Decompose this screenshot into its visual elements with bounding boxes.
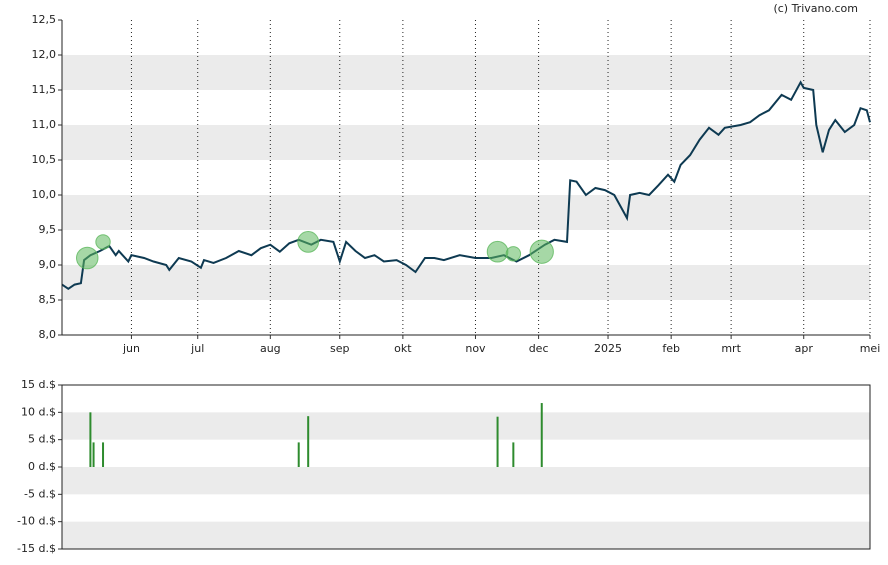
x-tick-label: nov [465,342,486,355]
x-tick-label: apr [795,342,814,355]
y-tick-label: 8,5 [39,293,57,306]
dividend-bubble [505,246,522,262]
grid-band [62,467,870,495]
grid-band [62,125,870,160]
y-tick-label: 5 d.$ [28,433,56,446]
bar [297,442,300,467]
plot-frame [61,384,871,550]
x-tick-label: okt [394,342,412,355]
bar [307,416,310,467]
bar [496,416,499,467]
y-tick-label: 15 d.$ [21,378,56,391]
y-tick-label: 9,5 [39,223,57,236]
y-tick-label: 11,5 [32,83,57,96]
y-tick-label: 12,5 [32,13,57,26]
bar [92,442,95,467]
y-tick-label: -15 d.$ [17,542,56,555]
grid-band [62,521,870,549]
dividend-bubble [75,246,99,270]
price-line [61,80,871,291]
y-tick-label: 8,0 [39,328,57,341]
bar [512,442,515,467]
x-tick-label: sep [330,342,349,355]
bar [540,403,543,467]
dividend-bubble [529,239,554,264]
y-tick-label: 10,5 [32,153,57,166]
x-tick-label: aug [260,342,281,355]
grid-band [62,55,870,90]
grid-band [62,412,870,440]
dividend-bubble [486,240,509,263]
y-tick-label: -5 d.$ [24,487,56,500]
y-tick-label: 9,0 [39,258,57,271]
grid-band [62,265,870,300]
x-tick-label: mrt [721,342,741,355]
y-tick-label: 10 d.$ [21,405,56,418]
bar [89,412,92,467]
y-tick-label: 12,0 [32,48,57,61]
y-tick-label: 11,0 [32,118,57,131]
x-tick-label: jun [122,342,140,355]
y-tick-label: 10,0 [32,188,57,201]
bar [102,442,105,467]
dividend-bubble [297,231,320,253]
dividend-bubble [95,234,111,250]
grid-band [62,195,870,230]
x-tick-label: dec [529,342,549,355]
x-tick-label: 2025 [594,342,622,355]
x-tick-label: jul [190,342,204,355]
source: (c) Trivano.com [773,2,858,15]
y-tick-label: 0 d.$ [28,460,56,473]
x-tick-label: mei [860,342,881,355]
x-tick-label: feb [662,342,680,355]
y-tick-label: -10 d.$ [17,515,56,528]
